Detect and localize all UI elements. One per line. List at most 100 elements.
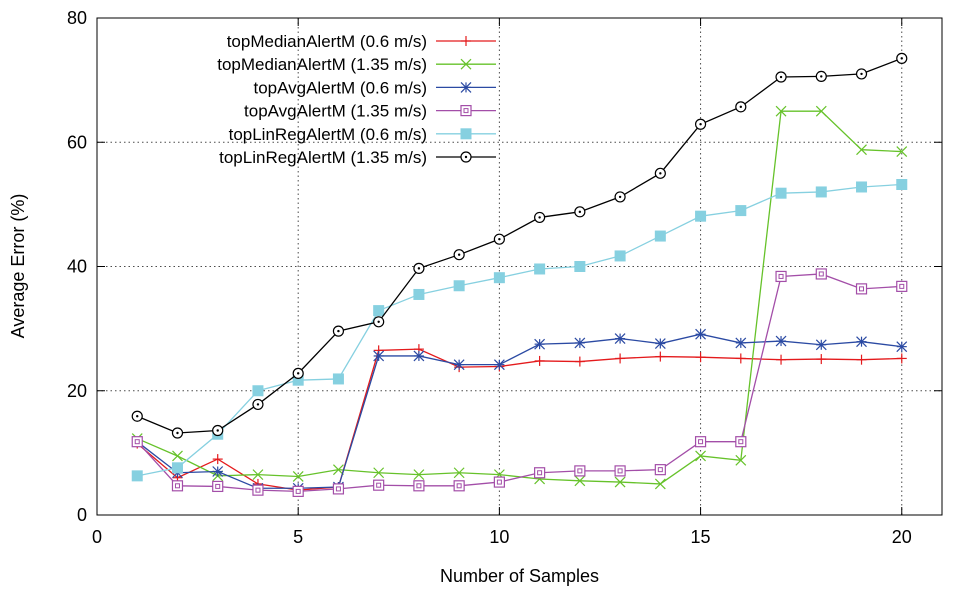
data-point-marker xyxy=(896,178,908,190)
data-point-marker xyxy=(815,70,827,82)
data-point-marker xyxy=(534,338,546,350)
data-point-marker xyxy=(855,68,868,80)
data-point-marker xyxy=(131,436,143,448)
data-point-marker xyxy=(212,424,224,437)
x-tick-label: 10 xyxy=(489,527,509,547)
data-point-marker xyxy=(815,105,827,117)
data-point-marker xyxy=(815,339,827,351)
data-point-marker xyxy=(493,359,505,371)
data-point-marker xyxy=(292,367,304,379)
data-point-marker xyxy=(574,475,586,487)
data-point-marker xyxy=(493,272,505,284)
data-point-marker xyxy=(252,484,264,496)
x-tick-label: 20 xyxy=(892,527,912,547)
data-point-marker xyxy=(574,465,586,477)
data-point-marker xyxy=(735,205,747,217)
x-axis-label: Number of Samples xyxy=(440,566,599,586)
data-point-marker xyxy=(534,355,545,366)
data-point-marker xyxy=(735,436,747,448)
legend-label: topLinRegAlertM (1.35 m/s) xyxy=(219,148,427,167)
data-point-marker xyxy=(373,350,385,362)
data-point-marker xyxy=(654,338,666,349)
data-point-marker xyxy=(614,191,626,203)
data-point-marker xyxy=(775,187,787,199)
data-point-marker xyxy=(776,354,787,365)
data-point-marker xyxy=(292,471,304,482)
y-axis-label: Average Error (%) xyxy=(8,194,28,339)
data-point-marker xyxy=(775,71,787,83)
data-point-marker xyxy=(453,249,465,261)
data-point-marker xyxy=(460,81,472,93)
data-point-marker xyxy=(614,333,626,344)
data-point-marker xyxy=(574,337,586,349)
y-tick-label: 0 xyxy=(77,505,87,525)
data-point-marker xyxy=(172,450,183,462)
data-point-marker xyxy=(775,335,787,347)
data-point-marker xyxy=(534,467,546,479)
data-point-marker xyxy=(856,144,867,156)
data-point-marker xyxy=(694,118,707,130)
data-point-marker xyxy=(252,385,264,397)
data-point-marker xyxy=(695,450,706,462)
data-point-marker xyxy=(856,181,868,193)
data-point-marker xyxy=(332,483,345,495)
legend-label: topMedianAlertM (1.35 m/s) xyxy=(217,55,427,74)
data-point-marker xyxy=(695,352,706,363)
data-point-marker xyxy=(460,58,472,70)
series-line xyxy=(136,348,902,491)
data-point-marker xyxy=(461,36,471,46)
y-tick-label: 20 xyxy=(67,381,87,401)
data-point-marker xyxy=(896,341,908,353)
series-6 xyxy=(131,52,908,439)
data-point-marker xyxy=(453,467,465,479)
series-line xyxy=(136,110,902,485)
data-point-marker xyxy=(615,353,626,364)
data-point-marker xyxy=(654,478,666,490)
data-point-marker xyxy=(655,351,666,362)
data-point-marker xyxy=(654,230,666,242)
data-point-marker xyxy=(815,268,827,280)
data-point-marker xyxy=(373,467,385,479)
data-point-marker xyxy=(460,104,472,117)
data-point-marker xyxy=(574,261,586,272)
series-1 xyxy=(132,344,907,496)
legend-entry: topAvgAlertM (1.35 m/s) xyxy=(244,102,496,121)
data-point-marker xyxy=(896,353,907,364)
data-point-marker xyxy=(534,211,546,224)
data-point-marker xyxy=(694,436,707,448)
data-point-marker xyxy=(896,146,908,157)
data-point-marker xyxy=(493,476,505,488)
data-point-marker xyxy=(856,354,867,365)
data-point-marker xyxy=(453,280,465,292)
data-point-marker xyxy=(171,427,184,439)
data-point-marker xyxy=(775,105,787,117)
legend-entry: topLinRegAlertM (1.35 m/s) xyxy=(219,148,496,167)
series-line xyxy=(136,57,902,434)
series-line xyxy=(136,333,902,489)
y-tick-label: 40 xyxy=(67,257,87,277)
data-point-marker xyxy=(816,354,827,365)
data-point-marker xyxy=(332,373,344,385)
legend-label: topLinRegAlertM (0.6 m/s) xyxy=(229,125,427,144)
data-point-marker xyxy=(856,336,867,348)
legend: topMedianAlertM (0.6 m/s) topMedianAlertM… xyxy=(217,32,496,167)
data-point-marker xyxy=(373,479,385,491)
y-tick-label: 80 xyxy=(67,8,87,28)
legend-entry: topMedianAlertM (1.35 m/s) xyxy=(217,55,496,74)
legend-entry: topLinRegAlertM (0.6 m/s) xyxy=(229,125,496,144)
series-line xyxy=(136,273,902,493)
legend-label: topAvgAlertM (1.35 m/s) xyxy=(244,102,427,121)
x-tick-label: 15 xyxy=(691,527,711,547)
data-point-marker xyxy=(171,462,183,474)
series-5 xyxy=(131,178,908,482)
data-point-marker xyxy=(131,410,143,422)
data-point-marker xyxy=(735,337,747,349)
data-point-marker xyxy=(413,350,425,362)
data-point-marker xyxy=(493,233,505,245)
data-point-marker xyxy=(654,167,666,179)
data-point-marker xyxy=(695,328,706,340)
data-point-marker xyxy=(453,359,465,371)
x-tick-label: 5 xyxy=(293,527,303,547)
y-tick-label: 60 xyxy=(67,132,87,152)
legend-entry: topAvgAlertM (0.6 m/s) xyxy=(253,78,496,97)
